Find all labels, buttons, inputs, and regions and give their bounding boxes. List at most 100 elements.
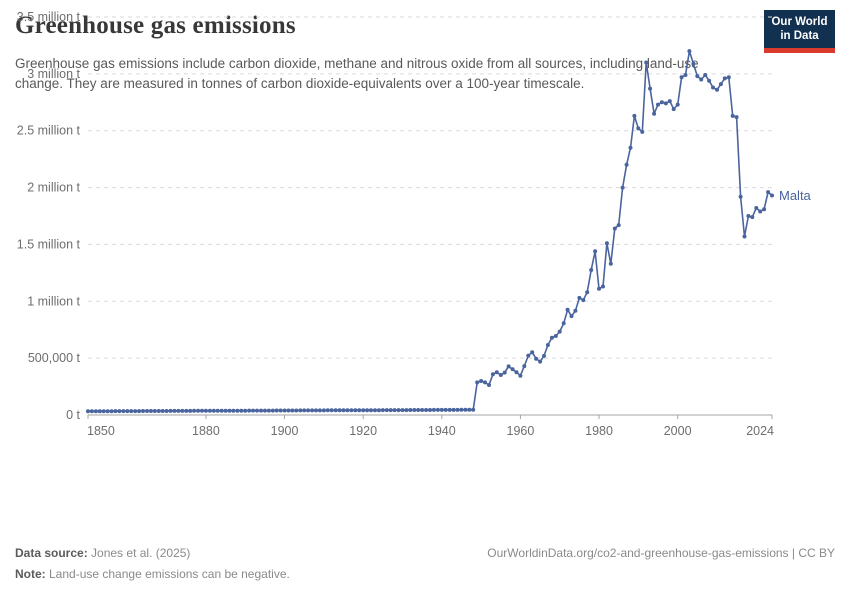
data-point[interactable]	[475, 380, 480, 385]
data-point[interactable]	[384, 408, 389, 413]
data-point[interactable]	[341, 408, 346, 413]
data-point[interactable]	[428, 408, 432, 412]
data-point[interactable]	[601, 284, 605, 289]
data-point[interactable]	[632, 113, 637, 118]
data-point[interactable]	[616, 223, 621, 228]
data-point[interactable]	[750, 215, 755, 220]
data-point[interactable]	[235, 408, 240, 413]
data-point[interactable]	[502, 370, 507, 375]
data-point[interactable]	[687, 49, 692, 54]
data-point[interactable]	[526, 353, 531, 358]
data-point[interactable]	[196, 408, 201, 413]
data-point[interactable]	[671, 107, 676, 112]
data-point[interactable]	[585, 290, 590, 295]
data-point[interactable]	[211, 408, 216, 413]
entity-label[interactable]: Malta	[779, 188, 812, 203]
data-point[interactable]	[180, 408, 185, 413]
data-point[interactable]	[538, 359, 543, 364]
data-point[interactable]	[203, 408, 208, 413]
data-point[interactable]	[514, 370, 519, 375]
data-point[interactable]	[597, 286, 601, 291]
data-point[interactable]	[703, 73, 708, 77]
data-point[interactable]	[86, 409, 90, 414]
data-point[interactable]	[380, 408, 385, 413]
data-point[interactable]	[192, 408, 197, 413]
data-point[interactable]	[109, 409, 114, 414]
data-point[interactable]	[302, 408, 307, 413]
data-point[interactable]	[294, 408, 299, 413]
data-point[interactable]	[101, 409, 106, 414]
owid-logo[interactable]: Our World in Data	[764, 10, 835, 53]
data-point[interactable]	[730, 113, 735, 118]
data-point[interactable]	[443, 407, 448, 412]
data-point[interactable]	[310, 408, 315, 413]
data-point[interactable]	[412, 408, 417, 412]
data-point[interactable]	[105, 409, 110, 414]
data-point[interactable]	[589, 268, 594, 272]
data-point[interactable]	[137, 409, 142, 414]
data-point[interactable]	[219, 408, 224, 413]
data-point[interactable]	[699, 77, 704, 82]
data-point[interactable]	[518, 373, 523, 378]
data-point[interactable]	[396, 408, 401, 413]
data-point[interactable]	[608, 261, 613, 266]
data-point[interactable]	[569, 314, 574, 319]
data-point[interactable]	[420, 408, 425, 412]
data-point[interactable]	[494, 370, 499, 375]
data-point[interactable]	[306, 408, 311, 413]
data-point[interactable]	[416, 408, 421, 412]
data-point[interactable]	[542, 353, 546, 358]
data-point[interactable]	[424, 408, 429, 412]
data-point[interactable]	[455, 407, 460, 412]
data-point[interactable]	[734, 115, 739, 120]
data-point[interactable]	[251, 408, 256, 413]
data-point[interactable]	[408, 408, 413, 412]
data-point[interactable]	[329, 408, 334, 413]
data-point[interactable]	[274, 408, 279, 413]
data-point[interactable]	[534, 356, 539, 361]
owid-url-link[interactable]: OurWorldinData.org/co2-and-greenhouse-ga…	[487, 546, 835, 560]
data-point[interactable]	[439, 407, 444, 412]
data-point[interactable]	[255, 408, 259, 413]
data-point[interactable]	[325, 408, 330, 413]
data-point[interactable]	[447, 407, 452, 412]
data-point[interactable]	[683, 73, 688, 77]
data-point[interactable]	[435, 407, 440, 412]
data-point[interactable]	[707, 78, 712, 83]
data-point[interactable]	[573, 308, 578, 313]
data-point[interactable]	[388, 408, 393, 413]
data-point[interactable]	[675, 102, 680, 107]
data-point[interactable]	[266, 408, 271, 413]
emissions-chart[interactable]: 0 t 500,000 t 1 million t 1.5 million t 2 mi…	[0, 0, 850, 446]
data-point[interactable]	[581, 298, 586, 303]
data-point[interactable]	[510, 367, 515, 372]
data-point[interactable]	[490, 372, 495, 377]
data-point[interactable]	[113, 409, 118, 414]
data-point[interactable]	[164, 409, 169, 413]
data-point[interactable]	[711, 85, 715, 90]
data-point[interactable]	[663, 101, 668, 106]
data-point[interactable]	[593, 249, 598, 254]
data-point[interactable]	[400, 408, 405, 413]
data-point[interactable]	[152, 409, 157, 413]
data-point[interactable]	[565, 307, 570, 312]
data-point[interactable]	[117, 409, 122, 414]
data-point[interactable]	[742, 234, 747, 239]
data-point[interactable]	[612, 226, 617, 231]
data-point[interactable]	[365, 408, 370, 413]
data-point[interactable]	[659, 100, 664, 105]
data-point[interactable]	[207, 408, 212, 413]
data-point[interactable]	[770, 193, 774, 198]
data-point[interactable]	[522, 364, 527, 369]
data-point[interactable]	[459, 407, 464, 412]
data-point[interactable]	[691, 61, 696, 66]
data-point[interactable]	[463, 407, 468, 412]
data-point[interactable]	[553, 334, 558, 338]
data-point[interactable]	[718, 82, 723, 87]
data-point[interactable]	[145, 409, 149, 413]
data-point[interactable]	[695, 74, 700, 79]
data-point[interactable]	[215, 408, 220, 413]
data-point[interactable]	[479, 379, 484, 383]
data-point[interactable]	[270, 408, 275, 413]
data-point[interactable]	[188, 408, 193, 413]
